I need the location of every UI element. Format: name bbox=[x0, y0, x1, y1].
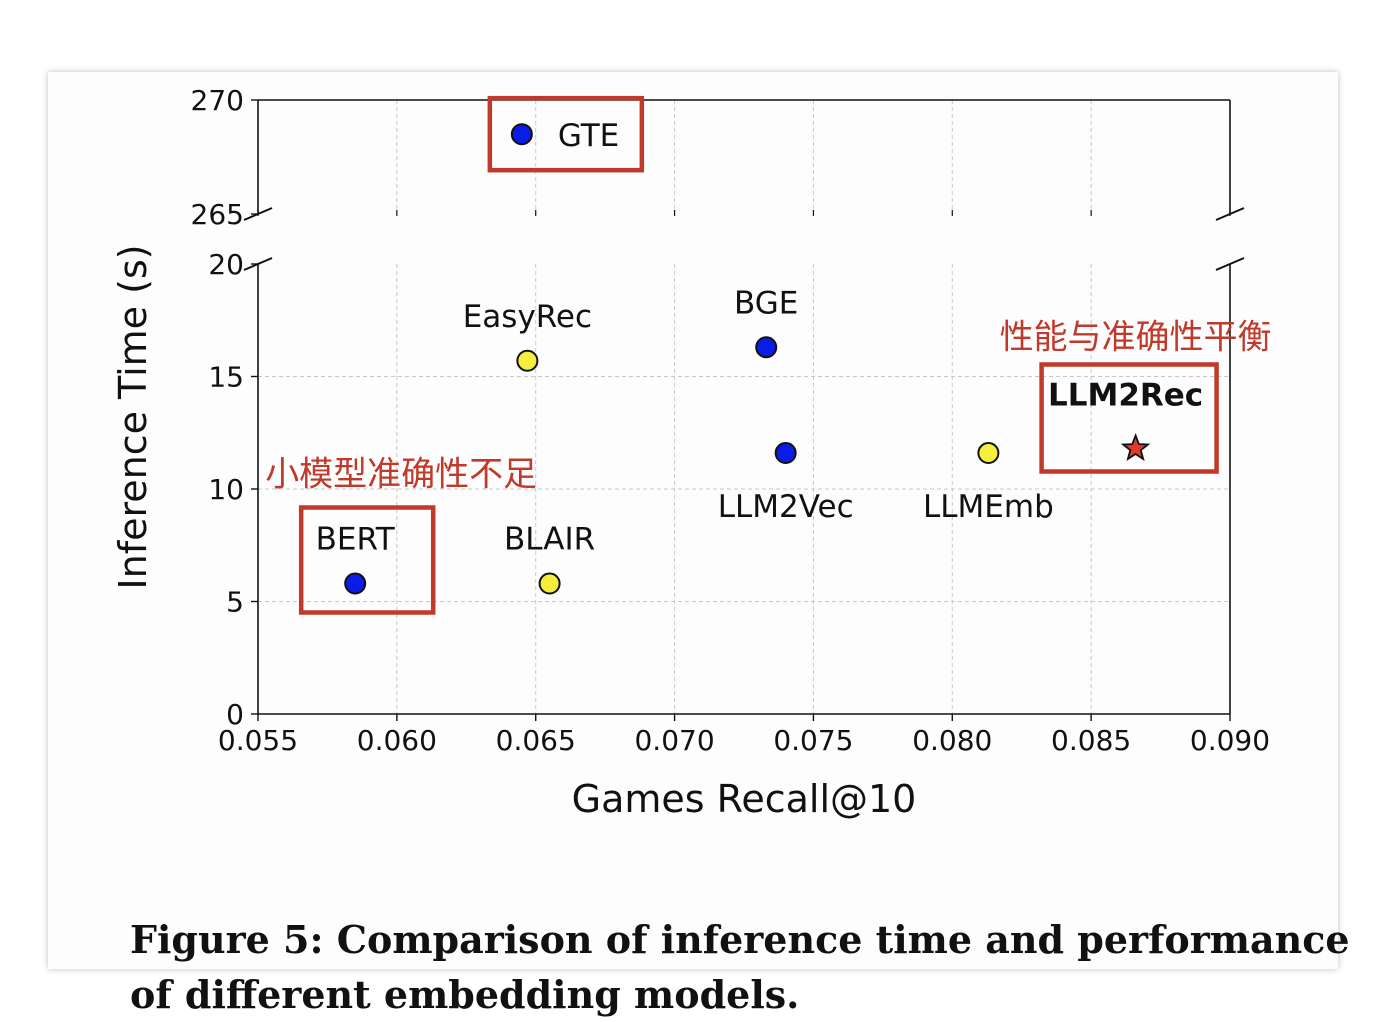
point-label-bert: BERT bbox=[316, 522, 396, 558]
point-label-llm2rec: LLM2Rec bbox=[1048, 378, 1203, 414]
point-easyrec bbox=[516, 349, 539, 372]
point-llm2vec bbox=[774, 442, 797, 464]
point-label-gte: GTE bbox=[558, 118, 619, 154]
point-bert bbox=[344, 572, 367, 595]
x-tick-label: 0.060 bbox=[357, 724, 437, 757]
x-tick-label: 0.065 bbox=[496, 724, 576, 757]
x-tick-label: 0.055 bbox=[218, 724, 298, 757]
point-label-llmemb: LLMEmb bbox=[923, 489, 1054, 525]
x-tick-label: 0.080 bbox=[912, 724, 992, 757]
y-tick-label: 20 bbox=[208, 248, 244, 281]
point-llm2rec bbox=[1120, 432, 1151, 462]
point-label-bge: BGE bbox=[734, 285, 798, 321]
y-tick-label: 265 bbox=[191, 198, 244, 231]
x-tick-label: 0.070 bbox=[634, 724, 714, 757]
x-axis-title: Games Recall@10 bbox=[572, 777, 917, 821]
highlight-box-llm2rec bbox=[1039, 362, 1219, 474]
x-tick-label: 0.090 bbox=[1190, 724, 1270, 757]
y-axis-title: Inference Time (s) bbox=[111, 244, 155, 589]
point-bge bbox=[755, 336, 778, 359]
y-tick-label: 0 bbox=[226, 698, 244, 731]
highlight-box-gte bbox=[487, 95, 645, 173]
y-tick-label: 270 bbox=[191, 84, 244, 117]
figure-card: 0.055 0.060 0.065 0.070 0.075 0.080 0.085 0.090… bbox=[48, 72, 1350, 1017]
y-tick-label: 10 bbox=[208, 473, 244, 506]
point-gte bbox=[510, 123, 533, 146]
scatter-chart: 0.055 0.060 0.065 0.070 0.075 0.080 0.085 0.090… bbox=[111, 84, 1272, 821]
point-llmemb bbox=[977, 442, 1000, 464]
axis-break-mark bbox=[1215, 257, 1245, 271]
point-label-easyrec: EasyRec bbox=[463, 299, 592, 335]
figure-caption: Figure 5: Comparison of inference time a… bbox=[130, 917, 1350, 1017]
annotation-bert: 小模型准确性不足 bbox=[265, 455, 537, 495]
y-tick-label: 5 bbox=[226, 586, 244, 619]
x-tick-label: 0.085 bbox=[1051, 724, 1131, 757]
x-tick-label: 0.075 bbox=[773, 724, 853, 757]
point-label-llm2vec: LLM2Vec bbox=[718, 489, 854, 525]
y-tick-label: 15 bbox=[208, 361, 244, 394]
highlight-box-bert bbox=[298, 505, 436, 615]
point-label-blair: BLAIR bbox=[504, 522, 595, 558]
grid-lines bbox=[258, 100, 1230, 714]
point-blair bbox=[538, 572, 561, 595]
annotation-llm2rec: 性能与准确性平衡 bbox=[1000, 318, 1272, 358]
